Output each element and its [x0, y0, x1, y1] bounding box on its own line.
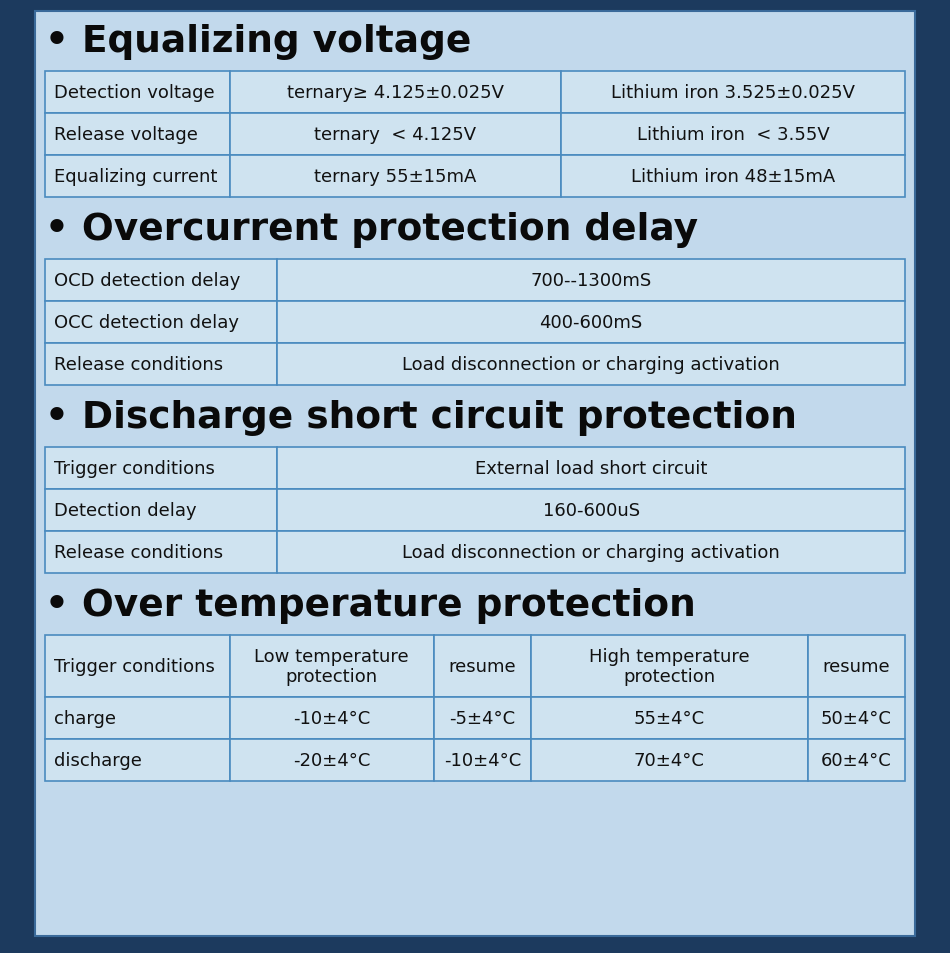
Text: Equalizing current: Equalizing current [54, 168, 218, 186]
FancyBboxPatch shape [45, 260, 277, 302]
FancyBboxPatch shape [45, 532, 277, 574]
FancyBboxPatch shape [561, 156, 905, 198]
FancyBboxPatch shape [45, 113, 230, 156]
FancyBboxPatch shape [277, 448, 905, 490]
Text: External load short circuit: External load short circuit [475, 459, 708, 477]
FancyBboxPatch shape [230, 636, 434, 698]
Text: Load disconnection or charging activation: Load disconnection or charging activatio… [402, 355, 780, 374]
FancyBboxPatch shape [434, 636, 531, 698]
Text: • Overcurrent protection delay: • Overcurrent protection delay [45, 212, 698, 248]
FancyBboxPatch shape [808, 698, 905, 740]
FancyBboxPatch shape [277, 302, 905, 344]
FancyBboxPatch shape [531, 698, 808, 740]
FancyBboxPatch shape [277, 532, 905, 574]
Text: Release conditions: Release conditions [54, 543, 223, 561]
FancyBboxPatch shape [45, 302, 277, 344]
Text: -10±4°C: -10±4°C [294, 709, 370, 727]
Text: 70±4°C: 70±4°C [634, 751, 705, 769]
Text: Release conditions: Release conditions [54, 355, 223, 374]
FancyBboxPatch shape [561, 71, 905, 113]
Text: • Discharge short circuit protection: • Discharge short circuit protection [45, 399, 797, 436]
Text: 55±4°C: 55±4°C [634, 709, 705, 727]
Text: Trigger conditions: Trigger conditions [54, 658, 215, 676]
FancyBboxPatch shape [45, 71, 230, 113]
Text: Detection voltage: Detection voltage [54, 84, 215, 102]
Text: High temperature
protection: High temperature protection [589, 647, 750, 685]
Text: Low temperature
protection: Low temperature protection [255, 647, 409, 685]
FancyBboxPatch shape [45, 156, 230, 198]
FancyBboxPatch shape [434, 698, 531, 740]
Text: • Over temperature protection: • Over temperature protection [45, 587, 695, 623]
Text: 60±4°C: 60±4°C [821, 751, 892, 769]
Text: 50±4°C: 50±4°C [821, 709, 892, 727]
Text: resume: resume [448, 658, 516, 676]
FancyBboxPatch shape [45, 698, 230, 740]
Text: ternary 55±15mA: ternary 55±15mA [314, 168, 477, 186]
Text: ternary  < 4.125V: ternary < 4.125V [314, 126, 477, 144]
FancyBboxPatch shape [230, 698, 434, 740]
Text: Detection delay: Detection delay [54, 501, 197, 519]
FancyBboxPatch shape [35, 12, 915, 936]
Text: Lithium iron  < 3.55V: Lithium iron < 3.55V [636, 126, 829, 144]
FancyBboxPatch shape [230, 156, 561, 198]
Text: -5±4°C: -5±4°C [449, 709, 515, 727]
FancyBboxPatch shape [808, 636, 905, 698]
Text: discharge: discharge [54, 751, 142, 769]
Text: Lithium iron 3.525±0.025V: Lithium iron 3.525±0.025V [611, 84, 855, 102]
FancyBboxPatch shape [45, 344, 277, 386]
Text: -20±4°C: -20±4°C [294, 751, 370, 769]
FancyBboxPatch shape [277, 260, 905, 302]
Text: Load disconnection or charging activation: Load disconnection or charging activatio… [402, 543, 780, 561]
FancyBboxPatch shape [230, 740, 434, 781]
Text: 700--1300mS: 700--1300mS [530, 272, 652, 290]
Text: ternary≥ 4.125±0.025V: ternary≥ 4.125±0.025V [287, 84, 504, 102]
Text: • Equalizing voltage: • Equalizing voltage [45, 24, 471, 60]
Text: Release voltage: Release voltage [54, 126, 198, 144]
Text: 400-600mS: 400-600mS [540, 314, 643, 332]
Text: Trigger conditions: Trigger conditions [54, 459, 215, 477]
FancyBboxPatch shape [45, 490, 277, 532]
FancyBboxPatch shape [277, 490, 905, 532]
Text: OCD detection delay: OCD detection delay [54, 272, 240, 290]
FancyBboxPatch shape [531, 740, 808, 781]
FancyBboxPatch shape [277, 344, 905, 386]
Text: Lithium iron 48±15mA: Lithium iron 48±15mA [631, 168, 835, 186]
FancyBboxPatch shape [45, 636, 230, 698]
Text: 160-600uS: 160-600uS [542, 501, 639, 519]
FancyBboxPatch shape [808, 740, 905, 781]
Text: charge: charge [54, 709, 116, 727]
FancyBboxPatch shape [230, 71, 561, 113]
FancyBboxPatch shape [531, 636, 808, 698]
FancyBboxPatch shape [561, 113, 905, 156]
Text: OCC detection delay: OCC detection delay [54, 314, 239, 332]
FancyBboxPatch shape [230, 113, 561, 156]
FancyBboxPatch shape [434, 740, 531, 781]
FancyBboxPatch shape [45, 740, 230, 781]
Text: resume: resume [823, 658, 890, 676]
Text: -10±4°C: -10±4°C [444, 751, 521, 769]
FancyBboxPatch shape [45, 448, 277, 490]
